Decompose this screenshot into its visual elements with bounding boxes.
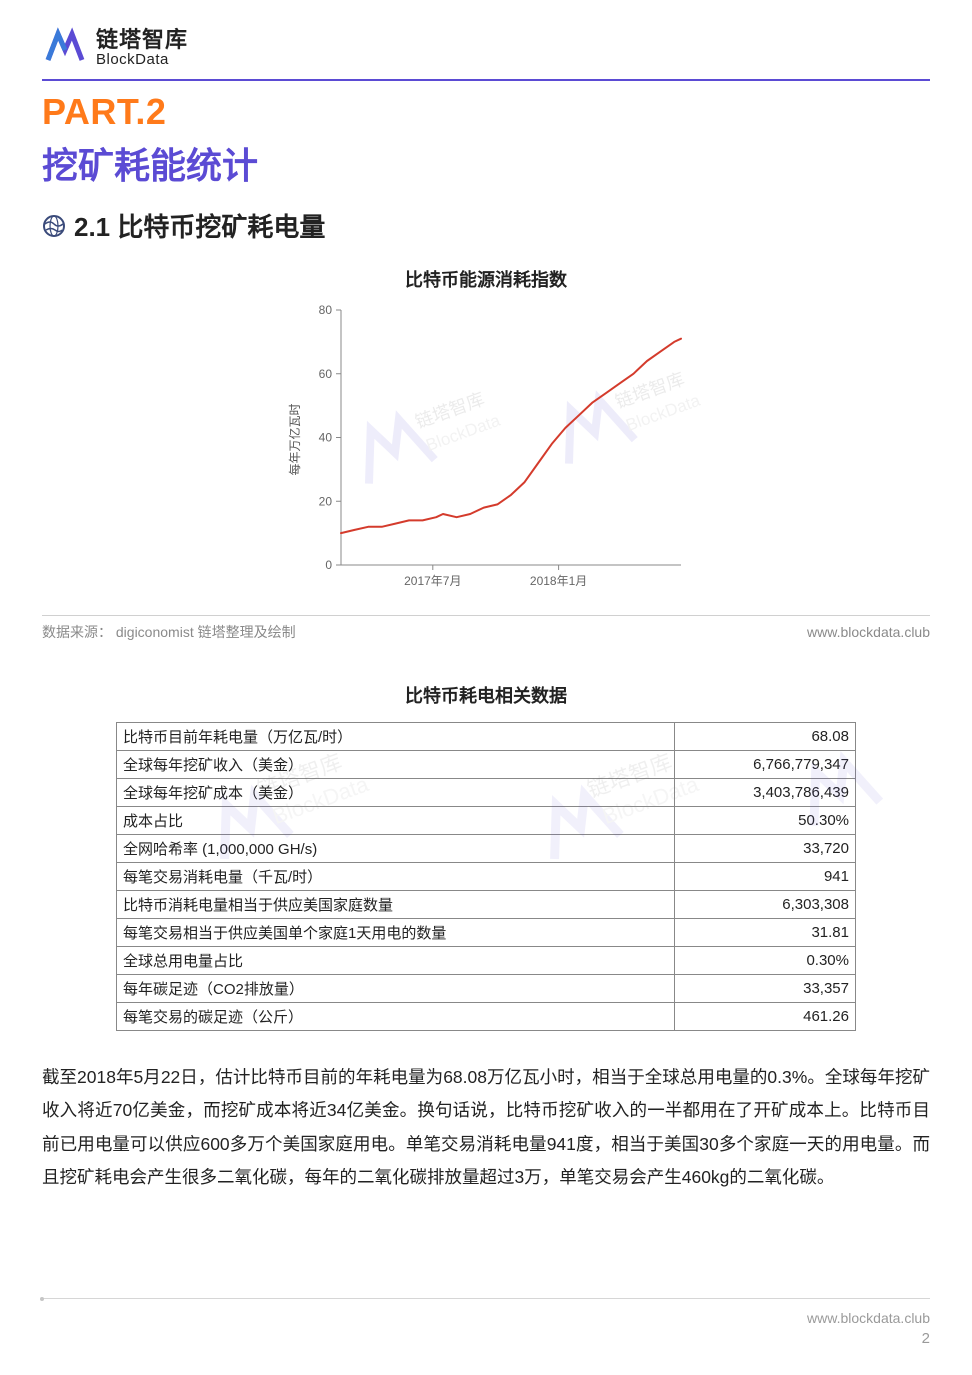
row-label: 成本占比 [117, 807, 675, 835]
brand-cn: 链塔智库 [96, 28, 188, 52]
data-table-wrap: 链塔智库 BlockData 链塔智库 BlockData 比特币目前年耗电量（… [116, 722, 856, 1031]
table-row: 全球总用电量占比0.30% [117, 947, 856, 975]
row-label: 全球每年挖矿收入（美金） [117, 751, 675, 779]
svg-text:20: 20 [319, 494, 333, 508]
part-title: 挖矿耗能统计 [42, 137, 930, 189]
table-row: 每笔交易相当于供应美国单个家庭1天用电的数量31.81 [117, 919, 856, 947]
row-label: 每笔交易的碳足迹（公斤） [117, 1003, 675, 1031]
row-value: 6,303,308 [675, 891, 856, 919]
row-value: 0.30% [675, 947, 856, 975]
row-value: 33,720 [675, 835, 856, 863]
table-row: 每年碳足迹（CO2排放量）33,357 [117, 975, 856, 1003]
header: 链塔智库 BlockData [42, 24, 930, 73]
brand-en: BlockData [96, 52, 188, 69]
table-title: 比特币耗电相关数据 [42, 682, 930, 708]
source-label: 数据来源： [42, 624, 112, 640]
row-value: 941 [675, 863, 856, 891]
row-label: 比特币目前年耗电量（万亿瓦/时） [117, 723, 675, 751]
source-url: www.blockdata.club [807, 624, 930, 640]
brand-text: 链塔智库 BlockData [96, 28, 188, 69]
globe-icon [42, 214, 66, 238]
source-row: 数据来源： digiconomist 链塔整理及绘制 www.blockdata… [42, 615, 930, 642]
footer-divider [42, 1298, 930, 1299]
data-table: 比特币目前年耗电量（万亿瓦/时）68.08全球每年挖矿收入（美金）6,766,7… [116, 722, 856, 1031]
row-value: 31.81 [675, 919, 856, 947]
table-row: 成本占比50.30% [117, 807, 856, 835]
table-row: 全球每年挖矿成本（美金）3,403,786,439 [117, 779, 856, 807]
svg-text:40: 40 [319, 431, 333, 445]
energy-chart: 链塔智库BlockData链塔智库BlockData0204060802017年… [271, 300, 701, 605]
section-title: 2.1 比特币挖矿耗电量 [74, 207, 325, 244]
header-divider [42, 79, 930, 81]
chart-title: 比特币能源消耗指数 [42, 266, 930, 292]
svg-text:80: 80 [319, 303, 333, 317]
body-paragraph: 截至2018年5月22日，估计比特币目前的年耗电量为68.08万亿瓦小时，相当于… [42, 1061, 930, 1194]
svg-text:60: 60 [319, 367, 333, 381]
row-label: 每笔交易消耗电量（千瓦/时） [117, 863, 675, 891]
part-label: PART.2 [42, 91, 930, 133]
source-value: digiconomist 链塔整理及绘制 [116, 624, 296, 640]
svg-text:2017年7月: 2017年7月 [404, 574, 461, 588]
svg-text:2018年1月: 2018年1月 [530, 574, 587, 588]
footer-url: www.blockdata.club [807, 1310, 930, 1326]
row-value: 68.08 [675, 723, 856, 751]
row-value: 461.26 [675, 1003, 856, 1031]
page-number: 2 [807, 1330, 930, 1347]
table-row: 全球每年挖矿收入（美金）6,766,779,347 [117, 751, 856, 779]
footer-dot-icon [40, 1297, 44, 1301]
row-label: 全球每年挖矿成本（美金） [117, 779, 675, 807]
section-heading: 2.1 比特币挖矿耗电量 [42, 207, 930, 244]
row-label: 每笔交易相当于供应美国单个家庭1天用电的数量 [117, 919, 675, 947]
row-label: 全网哈希率 (1,000,000 GH/s) [117, 835, 675, 863]
source-text: 数据来源： digiconomist 链塔整理及绘制 [42, 622, 296, 642]
logo-icon [42, 24, 88, 73]
table-row: 比特币消耗电量相当于供应美国家庭数量6,303,308 [117, 891, 856, 919]
table-row: 每笔交易消耗电量（千瓦/时）941 [117, 863, 856, 891]
row-value: 33,357 [675, 975, 856, 1003]
row-label: 全球总用电量占比 [117, 947, 675, 975]
row-value: 3,403,786,439 [675, 779, 856, 807]
footer: www.blockdata.club 2 [807, 1310, 930, 1347]
table-row: 比特币目前年耗电量（万亿瓦/时）68.08 [117, 723, 856, 751]
row-value: 6,766,779,347 [675, 751, 856, 779]
svg-text:0: 0 [325, 558, 332, 572]
row-value: 50.30% [675, 807, 856, 835]
row-label: 每年碳足迹（CO2排放量） [117, 975, 675, 1003]
table-row: 每笔交易的碳足迹（公斤）461.26 [117, 1003, 856, 1031]
row-label: 比特币消耗电量相当于供应美国家庭数量 [117, 891, 675, 919]
svg-text:每年万亿瓦时: 每年万亿瓦时 [287, 403, 302, 475]
table-row: 全网哈希率 (1,000,000 GH/s)33,720 [117, 835, 856, 863]
